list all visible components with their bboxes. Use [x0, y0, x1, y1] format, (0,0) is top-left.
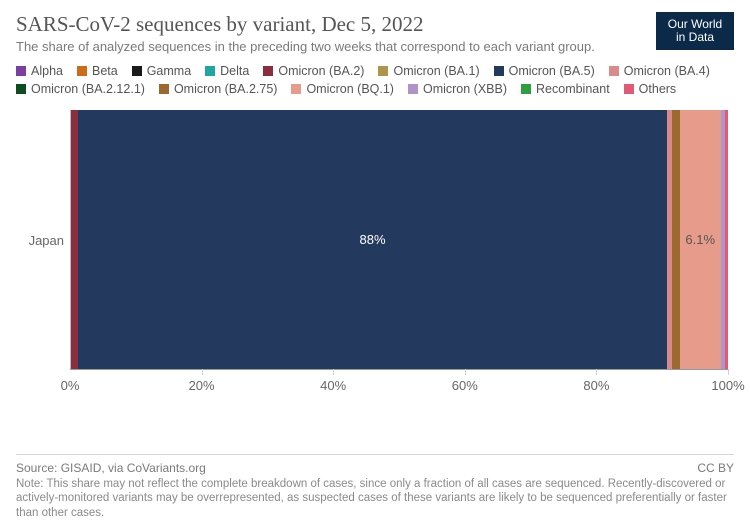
- x-tick-label: 80%: [583, 378, 609, 393]
- legend-swatch: [263, 66, 273, 76]
- legend-item: Others: [624, 82, 677, 96]
- legend-label: Omicron (BQ.1): [306, 82, 394, 96]
- x-axis: 0%20%40%60%80%100%: [70, 370, 728, 410]
- legend-swatch: [132, 66, 142, 76]
- legend-label: Beta: [92, 64, 118, 78]
- legend-label: Omicron (XBB): [423, 82, 507, 96]
- chart-subtitle: The share of analyzed sequences in the p…: [16, 39, 636, 54]
- legend-swatch: [205, 66, 215, 76]
- legend-label: Recombinant: [536, 82, 610, 96]
- footer-divider: [16, 454, 734, 455]
- legend: AlphaBetaGammaDeltaOmicron (BA.2)Omicron…: [16, 64, 734, 96]
- gridline: [728, 369, 729, 375]
- legend-label: Alpha: [31, 64, 63, 78]
- legend-item: Omicron (BA.5): [494, 64, 595, 78]
- x-tick-label: 40%: [320, 378, 346, 393]
- chart: Japan 88%6.1% 0%20%40%60%80%100%: [16, 110, 734, 410]
- bar-segment-label: 88%: [360, 232, 386, 247]
- legend-swatch: [521, 84, 531, 94]
- source-text: Source: GISAID, via CoVariants.org: [16, 461, 206, 475]
- legend-swatch: [159, 84, 169, 94]
- legend-swatch: [624, 84, 634, 94]
- legend-label: Omicron (BA.1): [393, 64, 479, 78]
- legend-label: Omicron (BA.4): [624, 64, 710, 78]
- footer: Source: GISAID, via CoVariants.org CC BY…: [16, 454, 734, 520]
- legend-item: Omicron (BA.1): [378, 64, 479, 78]
- legend-swatch: [16, 84, 26, 94]
- bar-row: 88% 6.1%: [70, 110, 728, 369]
- legend-item: Delta: [205, 64, 249, 78]
- license-text: CC BY: [697, 461, 734, 475]
- legend-item: Omicron (BA.2): [263, 64, 364, 78]
- legend-swatch: [291, 84, 301, 94]
- legend-item: Omicron (XBB): [408, 82, 507, 96]
- legend-item: Omicron (BQ.1): [291, 82, 394, 96]
- footer-note: Note: This share may not reflect the com…: [16, 477, 734, 520]
- legend-swatch: [16, 66, 26, 76]
- logo-line2: in Data: [664, 31, 726, 44]
- legend-label: Others: [639, 82, 677, 96]
- y-category-label: Japan: [16, 110, 70, 370]
- legend-label: Omicron (BA.2.75): [174, 82, 278, 96]
- legend-item: Beta: [77, 64, 118, 78]
- legend-label: Omicron (BA.2): [278, 64, 364, 78]
- gridline: [70, 110, 71, 369]
- header: Our World in Data SARS-CoV-2 sequences b…: [16, 12, 734, 54]
- legend-label: Gamma: [147, 64, 191, 78]
- legend-label: Omicron (BA.5): [509, 64, 595, 78]
- legend-item: Omicron (BA.2.12.1): [16, 82, 145, 96]
- legend-swatch: [609, 66, 619, 76]
- legend-swatch: [77, 66, 87, 76]
- legend-swatch: [378, 66, 388, 76]
- bar-segment: [725, 110, 728, 369]
- bar-segment: [70, 110, 78, 369]
- legend-item: Omicron (BA.4): [609, 64, 710, 78]
- bar-segment: 88%: [78, 110, 667, 369]
- x-tick-label: 60%: [452, 378, 478, 393]
- legend-item: Gamma: [132, 64, 191, 78]
- legend-label: Delta: [220, 64, 249, 78]
- legend-swatch: [494, 66, 504, 76]
- x-tick-label: 100%: [711, 378, 744, 393]
- legend-item: Alpha: [16, 64, 63, 78]
- bar-segment: 6.1%: [680, 110, 721, 369]
- legend-item: Omicron (BA.2.75): [159, 82, 278, 96]
- plot-area: 88% 6.1%: [70, 110, 728, 370]
- legend-label: Omicron (BA.2.12.1): [31, 82, 145, 96]
- bar-segment: [672, 110, 680, 369]
- legend-item: Recombinant: [521, 82, 610, 96]
- owid-logo: Our World in Data: [656, 12, 734, 50]
- chart-title: SARS-CoV-2 sequences by variant, Dec 5, …: [16, 12, 734, 37]
- x-tick-label: 20%: [189, 378, 215, 393]
- legend-swatch: [408, 84, 418, 94]
- x-tick-label: 0%: [61, 378, 80, 393]
- bar-segment-label: 6.1%: [685, 232, 715, 247]
